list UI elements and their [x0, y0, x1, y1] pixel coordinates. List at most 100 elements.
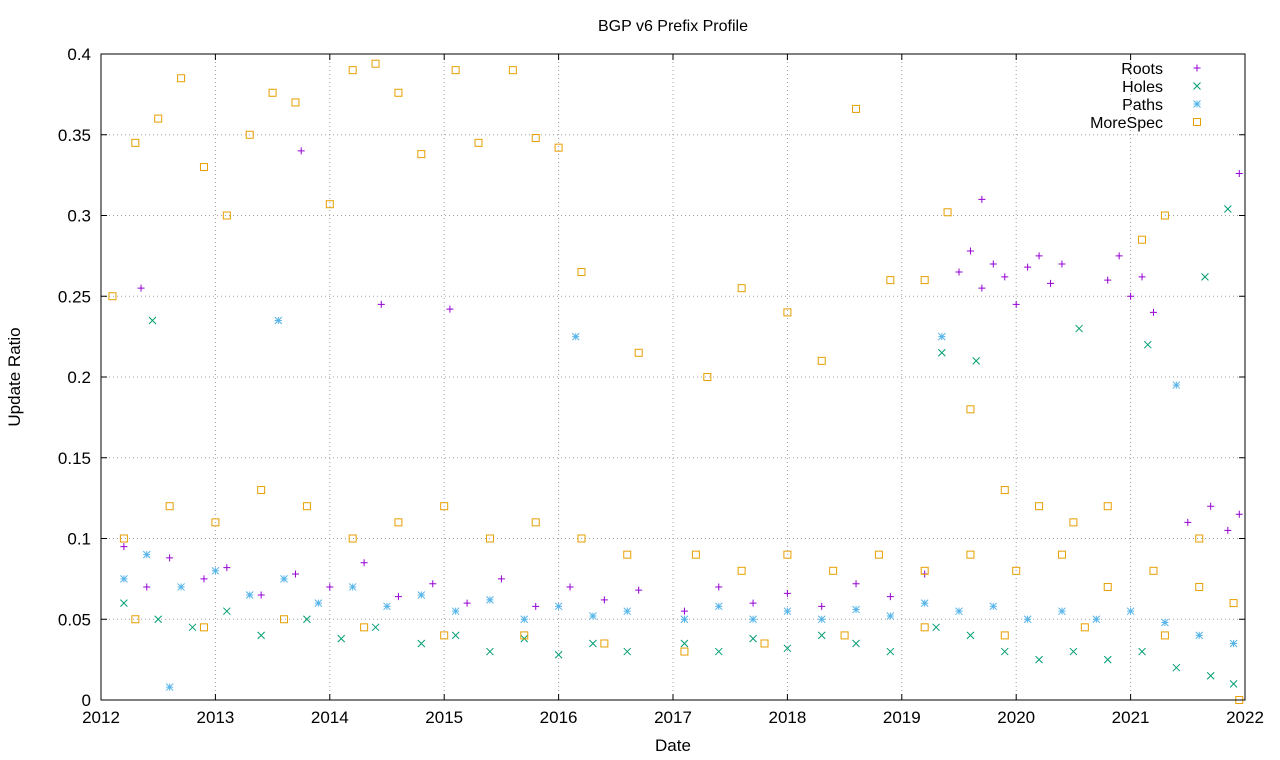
morespec-point	[280, 615, 289, 624]
holes-point	[1201, 273, 1209, 281]
morespec-point	[211, 518, 220, 527]
y-tick-label: 0.15	[58, 449, 91, 468]
holes-point	[1172, 663, 1181, 672]
roots-point	[497, 575, 505, 583]
morespec-point	[817, 356, 826, 365]
y-tick-label: 0.2	[67, 368, 91, 387]
holes-point	[783, 644, 792, 653]
morespec-point	[1069, 518, 1078, 527]
y-tick-label: 0.05	[58, 610, 91, 629]
morespec-point	[417, 150, 426, 159]
morespec-point	[131, 615, 140, 624]
paths-point	[383, 602, 391, 611]
morespec-point	[1000, 631, 1009, 640]
roots-point	[200, 575, 208, 583]
roots-point	[291, 570, 299, 578]
morespec-point	[165, 502, 174, 511]
roots-point	[166, 554, 174, 562]
holes-point	[120, 599, 128, 607]
morespec-point	[943, 208, 952, 217]
y-tick-label: 0.25	[58, 287, 91, 306]
morespec-point	[1057, 550, 1066, 559]
paths-point	[1195, 631, 1204, 640]
paths-point	[486, 596, 494, 604]
morespec-point	[440, 502, 449, 511]
paths-point	[177, 583, 185, 591]
roots-point	[1012, 300, 1020, 308]
holes-point	[1138, 647, 1146, 656]
roots-point	[635, 586, 643, 594]
holes-point	[554, 650, 563, 659]
roots-point	[223, 564, 231, 572]
holes-point	[1223, 205, 1232, 213]
roots-point	[429, 580, 437, 588]
roots-point	[326, 583, 334, 591]
morespec-point	[577, 268, 586, 277]
roots-point	[886, 593, 894, 601]
morespec-point	[703, 373, 712, 381]
morespec-point	[325, 200, 334, 209]
morespec-point	[634, 348, 643, 357]
roots-point	[137, 284, 145, 292]
holes-point	[1035, 655, 1043, 664]
holes-point	[966, 631, 975, 640]
holes-point	[932, 623, 940, 632]
x-tick-label: 2016	[540, 708, 578, 727]
holes-point	[623, 647, 632, 656]
morespec-point	[440, 631, 449, 640]
holes-point	[714, 647, 723, 656]
morespec-point	[199, 623, 208, 632]
holes-point	[886, 647, 895, 656]
morespec-point	[394, 518, 403, 527]
morespec-point	[108, 292, 117, 301]
chart-title: BGP v6 Prefix Profile	[598, 18, 748, 35]
paths-point	[165, 683, 174, 691]
x-tick-label: 2021	[1112, 708, 1150, 727]
morespec-point	[531, 518, 540, 527]
morespec-point	[222, 211, 231, 220]
morespec-point	[600, 639, 609, 648]
morespec-point	[691, 550, 700, 559]
x-tick-label: 2020	[997, 708, 1035, 727]
paths-point	[1126, 607, 1135, 616]
morespec-point	[783, 308, 792, 317]
paths-point	[348, 583, 357, 591]
morespec-point	[302, 502, 311, 511]
morespec-point	[852, 104, 861, 113]
x-tick-label: 2012	[82, 708, 120, 727]
morespec-point	[737, 284, 746, 293]
morespec-point	[1080, 623, 1089, 632]
paths-point	[749, 615, 757, 624]
holes-point	[222, 607, 231, 616]
data-points	[108, 59, 1244, 704]
morespec-point	[1000, 486, 1009, 495]
paths-point	[1229, 639, 1238, 648]
morespec-point	[1160, 211, 1169, 220]
roots-point	[749, 599, 757, 607]
roots-point	[566, 583, 574, 591]
morespec-point	[268, 88, 277, 97]
roots-point	[715, 583, 723, 591]
series-holes	[120, 205, 1238, 688]
paths-point	[1023, 615, 1032, 624]
x-axis-title: Date	[655, 736, 691, 755]
morespec-point	[394, 88, 403, 97]
x-tick-label: 2022	[1226, 708, 1264, 727]
paths-point	[417, 591, 426, 599]
holes-point	[417, 639, 426, 648]
roots-point	[1149, 308, 1157, 316]
roots-point	[297, 147, 305, 155]
roots-point	[852, 580, 860, 588]
holes-point	[972, 356, 981, 365]
paths-point	[554, 602, 563, 611]
morespec-point	[1195, 534, 1204, 543]
series-morespec	[108, 59, 1244, 704]
morespec-point	[131, 138, 140, 147]
morespec-point	[886, 276, 895, 285]
roots-point	[1235, 510, 1243, 518]
holes-point	[1103, 655, 1112, 664]
roots-point	[532, 602, 540, 610]
holes-point	[589, 639, 597, 648]
holes-point	[1229, 679, 1238, 688]
